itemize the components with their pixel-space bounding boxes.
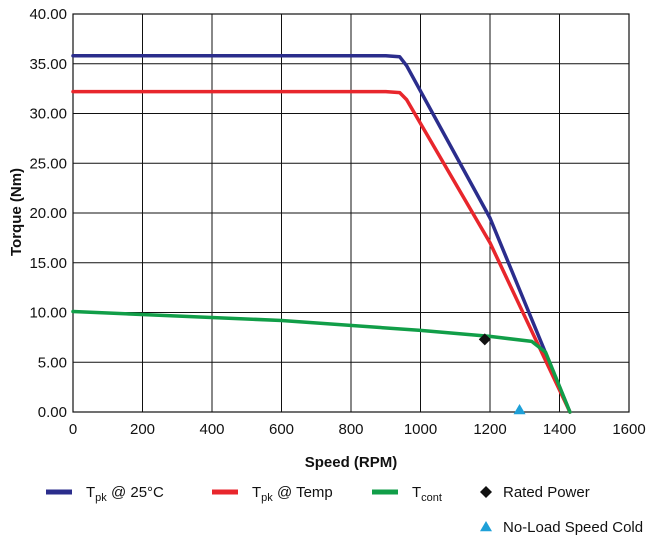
tick-labels: 0 200 400 600 800 1000 1200 1400 1600 0.00 5.00 10.… — [29, 6, 645, 438]
x-tick-label: 1000 — [404, 421, 437, 438]
x-tick-label: 0 — [69, 421, 77, 438]
legend-label-2: Tcont — [412, 484, 442, 504]
y-tick-label: 40.00 — [29, 6, 67, 23]
x-tick-label: 1600 — [612, 421, 645, 438]
y-tick-label: 30.00 — [29, 106, 67, 123]
x-tick-label: 200 — [130, 421, 155, 438]
x-tick-label: 1400 — [543, 421, 576, 438]
y-axis-title: Torque (Nm) — [8, 168, 25, 256]
y-tick-label: 0.00 — [38, 404, 67, 421]
legend-label-0: Tpk @ 25°C — [86, 484, 164, 504]
grid — [72, 13, 630, 413]
legend: Tpk @ 25°C Tpk @ Temp Tcont Rated Power No-L… — [46, 484, 643, 536]
y-tick-label: 5.00 — [38, 354, 67, 371]
legend-marker-1 — [480, 521, 492, 532]
series-lines — [71, 54, 572, 414]
no-load-speed-marker — [513, 404, 526, 415]
x-axis-title: Speed (RPM) — [305, 454, 398, 471]
legend-marker-label-1: No-Load Speed Cold — [503, 519, 643, 536]
series-line-2 — [71, 309, 572, 414]
series-line-0 — [71, 54, 572, 414]
y-tick-label: 35.00 — [29, 56, 67, 73]
markers — [478, 333, 526, 415]
rated-power-marker — [478, 333, 491, 346]
y-tick-label: 25.00 — [29, 155, 67, 172]
x-tick-label: 600 — [269, 421, 294, 438]
series-line-1 — [71, 89, 572, 414]
x-tick-label: 800 — [338, 421, 363, 438]
x-tick-label: 1200 — [473, 421, 506, 438]
plot-frame — [72, 13, 630, 413]
legend-marker-0 — [480, 486, 492, 498]
y-tick-label: 15.00 — [29, 255, 67, 272]
y-tick-label: 10.00 — [29, 305, 67, 322]
legend-label-1: Tpk @ Temp — [252, 484, 333, 504]
x-tick-label: 400 — [199, 421, 224, 438]
legend-marker-label-0: Rated Power — [503, 484, 590, 501]
y-tick-label: 20.00 — [29, 205, 67, 222]
